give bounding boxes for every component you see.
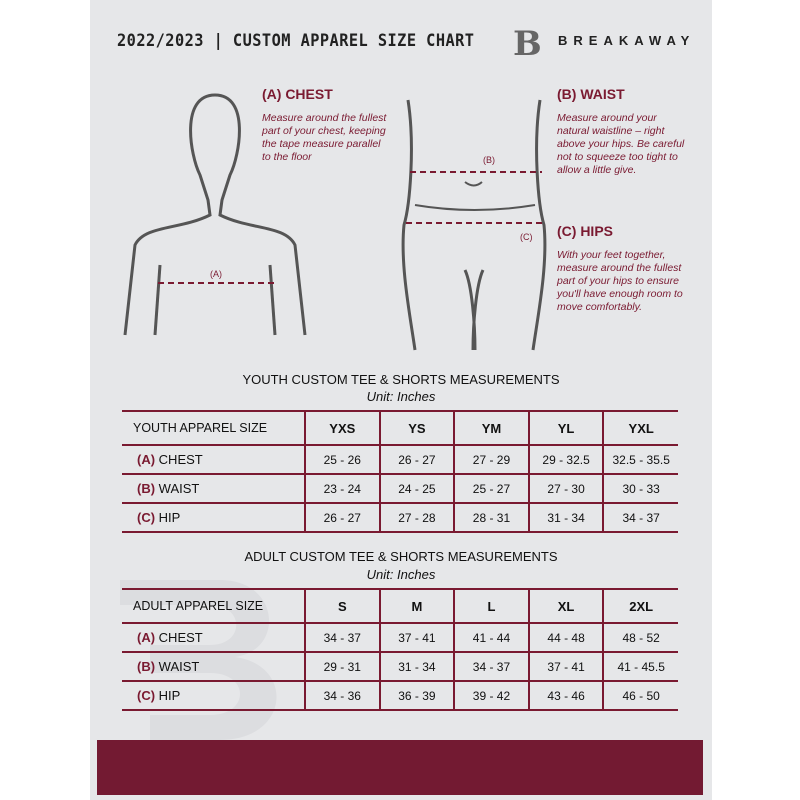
- brand-name: BREAKAWAY: [558, 33, 696, 48]
- adult-title: ADULT CUSTOM TEE & SHORTS MEASUREMENTS: [244, 549, 558, 564]
- chest-instructions: Measure around the fullest part of your …: [262, 112, 387, 163]
- table-row: (B) WAIST 29 - 31 31 - 34 34 - 37 37 - 41 41 …: [122, 651, 678, 682]
- svg-text:B: B: [513, 25, 542, 59]
- page-title: 2022/2023 | CUSTOM APPAREL SIZE CHART: [117, 31, 475, 51]
- hips-instructions: With your feet together, measure around …: [557, 249, 683, 313]
- body-illustration: (A) (B) (C): [123, 93, 547, 351]
- youth-title: YOUTH CUSTOM TEE & SHORTS MEASUREMENTS: [242, 372, 560, 387]
- chest-marker: (A): [210, 269, 222, 279]
- waist-heading: (B) WAIST: [557, 86, 625, 102]
- footer-band: [97, 740, 703, 795]
- hips-marker: (C): [520, 232, 533, 242]
- breakaway-logo: B: [513, 25, 542, 59]
- youth-unit: Unit: Inches: [366, 389, 436, 404]
- waist-marker: (B): [483, 155, 495, 165]
- adult-size-table: ADULT APPAREL SIZE S M L XL 2XL (A) CHEST 34 -…: [122, 588, 678, 711]
- hips-heading: (C) HIPS: [557, 223, 613, 239]
- table-header-row: YOUTH APPAREL SIZE YXS YS YM YL YXL: [122, 410, 678, 446]
- table-row: (A) CHEST 25 - 26 26 - 27 27 - 29 29 - 32.5 3…: [122, 444, 678, 475]
- table-row: (B) WAIST 23 - 24 24 - 25 25 - 27 27 - 30 30 …: [122, 473, 678, 504]
- table-row: (A) CHEST 34 - 37 37 - 41 41 - 44 44 - 48 48 …: [122, 622, 678, 653]
- table-row: (C) HIP 34 - 36 36 - 39 39 - 42 43 - 46 46 - …: [122, 680, 678, 711]
- youth-size-table: YOUTH APPAREL SIZE YXS YS YM YL YXL (A) CHEST…: [122, 410, 678, 533]
- waist-instructions: Measure around your natural waistline – …: [557, 112, 685, 176]
- adult-unit: Unit: Inches: [366, 567, 436, 582]
- chest-heading: (A) CHEST: [262, 86, 333, 102]
- table-row: (C) HIP 26 - 27 27 - 28 28 - 31 31 - 34 34 - …: [122, 502, 678, 533]
- table-header-row: ADULT APPAREL SIZE S M L XL 2XL: [122, 588, 678, 624]
